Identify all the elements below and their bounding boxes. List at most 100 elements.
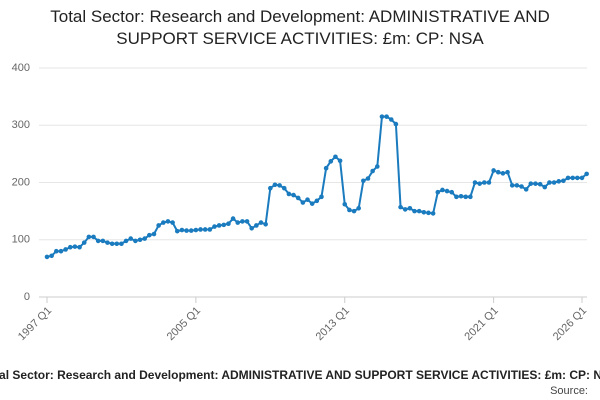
point (416, 208, 422, 214)
point (421, 209, 427, 215)
point (491, 168, 496, 173)
point (328, 159, 334, 164)
point (221, 222, 227, 228)
point (440, 187, 445, 193)
point (174, 228, 180, 234)
point (49, 253, 54, 259)
point (430, 211, 436, 216)
point (412, 208, 417, 214)
point (570, 175, 575, 181)
point (188, 228, 194, 233)
point (235, 220, 241, 225)
point (584, 171, 589, 177)
point (244, 219, 250, 224)
x-tick-label: 1997 Q1 (16, 305, 54, 343)
point (337, 158, 343, 164)
y-tick-label: 400 (12, 62, 30, 74)
point (277, 183, 282, 188)
point (309, 201, 315, 206)
point (105, 240, 110, 245)
point (54, 248, 59, 254)
point (63, 247, 68, 252)
point (426, 210, 431, 216)
point (319, 194, 324, 200)
point (170, 220, 175, 225)
point (402, 207, 408, 212)
point (370, 168, 375, 174)
point (281, 185, 287, 191)
point (454, 194, 459, 200)
point (323, 165, 329, 171)
point (81, 240, 87, 245)
point (361, 178, 366, 184)
point (77, 244, 82, 250)
point (207, 227, 213, 232)
point (95, 238, 101, 244)
point (393, 121, 399, 127)
point (449, 189, 455, 195)
point (561, 178, 566, 184)
point (254, 223, 259, 228)
point (519, 184, 524, 189)
point (365, 176, 371, 181)
point (314, 198, 320, 204)
point (528, 181, 534, 186)
point (388, 117, 394, 122)
point (295, 195, 301, 201)
point (249, 226, 254, 231)
point (226, 221, 231, 227)
point (212, 224, 217, 229)
point (230, 216, 236, 221)
point (142, 236, 147, 241)
point (263, 221, 268, 227)
source: Source: (550, 385, 588, 397)
point (156, 223, 161, 228)
point (514, 183, 520, 188)
point (258, 220, 264, 225)
point (161, 220, 166, 225)
point (542, 184, 548, 190)
point (133, 238, 138, 244)
point (268, 185, 273, 191)
y-tick-label: 100 (12, 234, 30, 246)
point (407, 205, 413, 211)
point (379, 114, 385, 119)
y-tick-label: 0 (24, 291, 30, 303)
point (193, 227, 199, 233)
point (523, 187, 529, 192)
point (216, 223, 222, 228)
point (375, 164, 380, 169)
chart-title: Total Sector: Research and Development: … (50, 7, 550, 48)
point (495, 169, 501, 175)
point (486, 180, 492, 185)
point (342, 201, 348, 207)
point (184, 228, 189, 233)
point (351, 208, 357, 214)
legend-label: Total Sector: Research and Development: … (0, 368, 600, 382)
point (272, 182, 278, 188)
point (551, 180, 557, 185)
point (137, 237, 143, 243)
point (500, 171, 506, 176)
point (509, 183, 515, 188)
y-tick-label: 300 (12, 119, 30, 131)
point (72, 244, 78, 249)
point (333, 154, 338, 160)
point (100, 238, 106, 244)
point (119, 241, 124, 247)
point (356, 205, 361, 211)
point (435, 189, 441, 195)
point (468, 194, 473, 200)
point (151, 231, 157, 237)
point (147, 232, 152, 238)
line (46, 115, 588, 258)
point (91, 234, 96, 240)
point (114, 241, 120, 247)
x-tick-label: 2005 Q1 (165, 305, 203, 343)
point (44, 254, 50, 260)
point (86, 234, 92, 240)
x-tick-label: 2021 Q1 (462, 305, 500, 343)
point (67, 244, 73, 250)
